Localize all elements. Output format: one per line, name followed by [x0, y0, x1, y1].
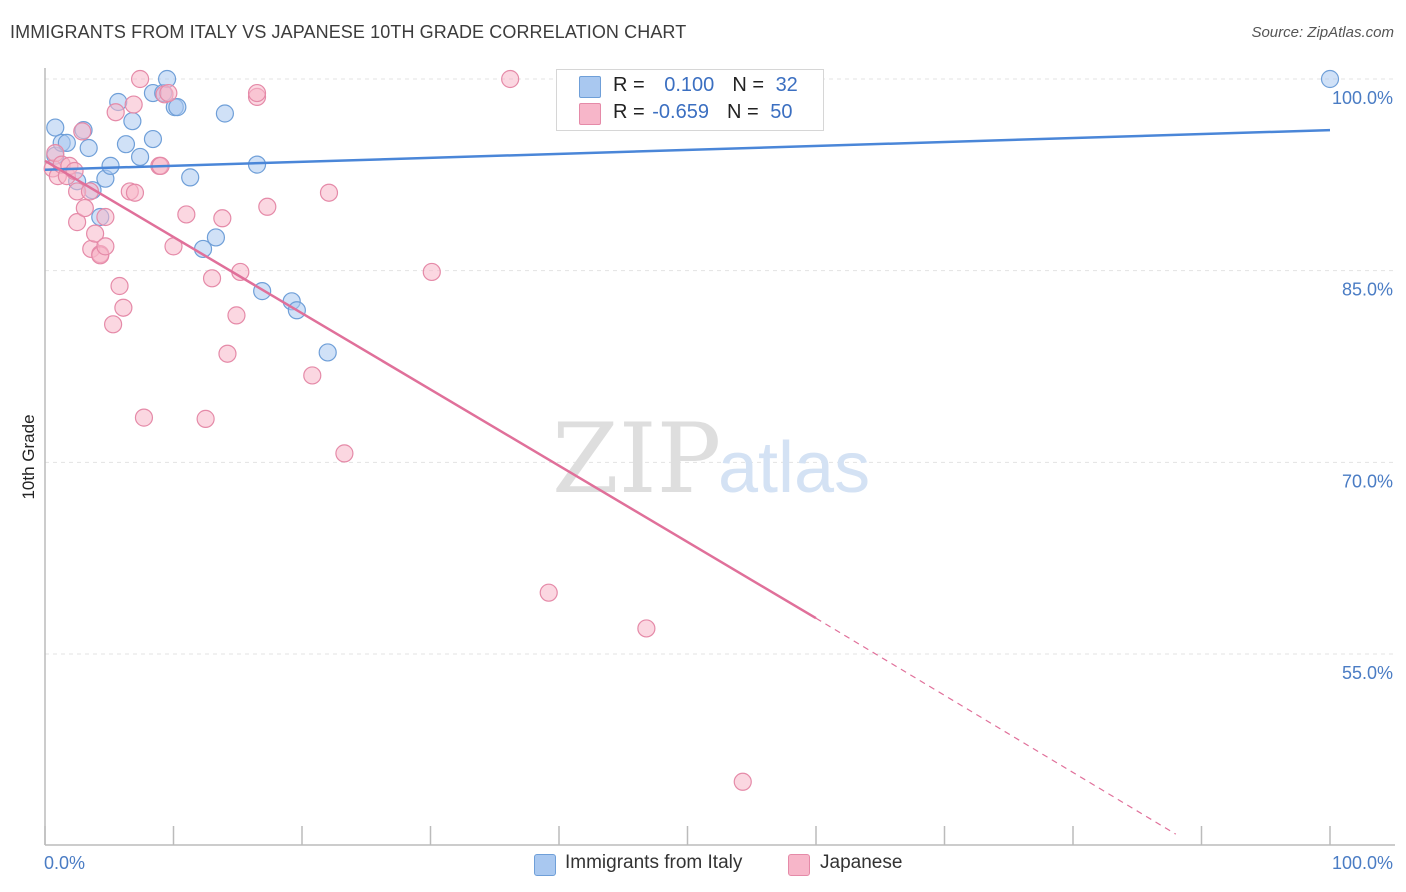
chart-title: IMMIGRANTS FROM ITALY VS JAPANESE 10TH G…	[10, 22, 687, 42]
point-italy	[206, 228, 226, 247]
point-japanese	[159, 83, 178, 103]
point-japanese	[218, 344, 237, 363]
point-italy	[143, 129, 163, 149]
source-label: Source: ZipAtlas.com	[1251, 24, 1394, 41]
point-italy	[1320, 69, 1340, 89]
point-japanese	[125, 183, 145, 202]
y-tick-label: 85.0%	[1342, 280, 1393, 300]
watermark-zip: ZIP	[552, 403, 721, 515]
point-japanese	[335, 444, 354, 463]
point-japanese	[68, 213, 87, 232]
point-japanese	[96, 237, 115, 256]
point-italy	[318, 343, 337, 362]
y-tick-label: 55.0%	[1342, 663, 1393, 683]
point-italy	[215, 104, 234, 123]
point-japanese	[177, 205, 196, 224]
point-japanese	[75, 198, 94, 218]
point-japanese	[258, 197, 277, 216]
point-japanese	[110, 276, 129, 296]
point-japanese	[96, 207, 115, 227]
bottom-legend-label-italy: Immigrants from Italy	[565, 852, 743, 873]
legend-r-value: -0.659	[652, 101, 709, 123]
legend-n-value: 50	[770, 101, 793, 123]
point-italy	[101, 156, 120, 175]
point-japanese	[196, 409, 215, 428]
legend-n-value: 32	[775, 74, 798, 96]
bottom-legend-swatch-italy	[534, 854, 556, 876]
point-japanese	[86, 224, 105, 243]
point-japanese	[227, 306, 246, 325]
legend-row-japanese: R = -0.659 N = 50	[613, 101, 792, 127]
point-japanese	[501, 69, 520, 89]
point-italy	[46, 118, 65, 137]
legend-r-label: R =	[613, 101, 651, 123]
y-tick-label: 70.0%	[1342, 471, 1393, 491]
point-italy	[168, 98, 187, 117]
axes	[44, 68, 1395, 846]
legend-swatch-italy	[579, 76, 601, 98]
trend-line-japanese	[44, 159, 817, 620]
point-japanese	[733, 772, 752, 791]
point-japanese	[73, 122, 92, 141]
legend-n-label: N =	[732, 74, 770, 96]
legend-swatch-japanese	[579, 103, 601, 125]
y-axis-title: 10th Grade	[19, 414, 38, 499]
legend-box: R = 0.100 N = 32 R = -0.659 N = 50	[556, 69, 824, 131]
point-japanese	[213, 209, 232, 228]
point-japanese	[104, 315, 123, 334]
point-japanese	[539, 583, 558, 602]
point-italy	[79, 138, 98, 158]
point-italy	[57, 133, 76, 152]
grid-lines	[45, 78, 1395, 655]
y-tick-label: 100.0%	[1332, 88, 1393, 108]
x-tick-label: 0.0%	[44, 853, 85, 873]
watermark-atlas: atlas	[718, 428, 870, 508]
point-japanese	[303, 366, 322, 385]
legend-r-label: R =	[613, 74, 651, 96]
legend-n-label: N =	[726, 101, 765, 123]
point-japanese	[422, 262, 441, 282]
trend-line-japanese-extrapolated	[815, 617, 1177, 835]
point-italy	[123, 112, 142, 131]
point-japanese	[637, 619, 656, 638]
point-japanese	[202, 269, 222, 288]
bottom-legend-label-japanese: Japanese	[820, 852, 903, 873]
point-italy	[181, 168, 200, 187]
x-tick-label: 100.0%	[1332, 853, 1393, 873]
bottom-legend-swatch-japanese	[788, 854, 810, 876]
trend-line-italy	[44, 128, 1331, 171]
point-italy	[116, 135, 136, 154]
point-japanese	[134, 408, 154, 427]
watermark: ZIP atlas	[552, 403, 870, 515]
point-italy	[130, 147, 150, 167]
point-japanese	[114, 298, 133, 317]
point-japanese	[130, 69, 150, 89]
legend-row-italy: R = 0.100 N = 32	[613, 74, 798, 100]
point-japanese	[124, 95, 143, 114]
point-japanese	[106, 103, 125, 122]
point-japanese	[247, 83, 267, 103]
point-japanese	[319, 183, 339, 202]
legend-r-value: 0.100	[664, 74, 715, 96]
